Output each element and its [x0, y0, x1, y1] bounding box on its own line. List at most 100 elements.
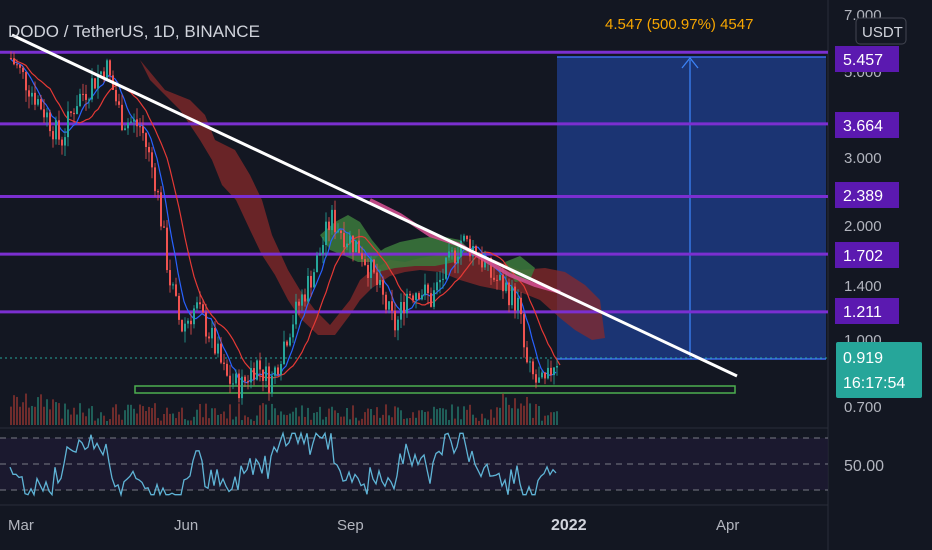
- candle-body: [160, 192, 162, 227]
- candle-body: [151, 152, 153, 168]
- candle-body: [445, 257, 447, 279]
- candle-body: [187, 320, 189, 324]
- time-tick-sep: Sep: [337, 517, 364, 534]
- volume-bar: [85, 416, 87, 425]
- volume-bar: [328, 408, 330, 425]
- volume-bar: [385, 404, 387, 425]
- candle-body: [46, 112, 48, 118]
- candle-body: [451, 250, 453, 252]
- volume-bars: [10, 393, 558, 425]
- volume-bar: [319, 406, 321, 425]
- candle-body: [535, 374, 537, 383]
- candle-body: [433, 290, 435, 307]
- volume-bar: [511, 408, 513, 425]
- volume-bar: [430, 418, 432, 425]
- support-zone-box[interactable]: [134, 385, 736, 394]
- candle-body: [484, 260, 486, 268]
- volume-bar: [283, 414, 285, 425]
- volume-bar: [172, 413, 174, 425]
- red-moving-average: [13, 57, 561, 379]
- volume-bar: [76, 414, 78, 425]
- volume-bar: [13, 395, 15, 425]
- candle-body: [466, 235, 468, 240]
- volume-bar: [70, 414, 72, 425]
- candle-body: [490, 257, 492, 278]
- candle-body: [58, 120, 60, 140]
- volume-bar: [61, 418, 63, 425]
- currency-badge[interactable]: [855, 17, 907, 45]
- level-badge: [835, 242, 899, 268]
- candle-body: [361, 253, 363, 260]
- candle-body: [124, 128, 126, 131]
- volume-bar: [181, 407, 183, 425]
- candle-body: [139, 126, 141, 128]
- volume-bar: [538, 406, 540, 425]
- volume-bar: [157, 417, 159, 425]
- descending-trendline[interactable]: [11, 33, 738, 378]
- candle-body: [166, 227, 168, 271]
- volume-bar: [226, 418, 228, 425]
- volume-bar: [187, 420, 189, 425]
- candle-body: [394, 310, 396, 331]
- candle-body: [193, 308, 195, 325]
- volume-bar: [439, 408, 441, 425]
- volume-bar: [163, 413, 165, 425]
- volume-bar: [553, 412, 555, 425]
- volume-bar: [223, 411, 225, 425]
- candle-body: [541, 372, 543, 378]
- candle-body: [52, 131, 54, 140]
- volume-bar: [367, 408, 369, 425]
- volume-bar: [256, 415, 258, 425]
- volume-bar: [475, 417, 477, 425]
- candle-body: [382, 279, 384, 295]
- volume-bar: [79, 403, 81, 425]
- volume-bar: [142, 406, 144, 425]
- volume-bar: [100, 412, 102, 425]
- volume-bar: [412, 412, 414, 425]
- current-price-badge: [836, 342, 922, 398]
- candle-body: [328, 221, 330, 231]
- volume-bar: [331, 406, 333, 425]
- candle-body: [94, 78, 96, 89]
- candle-body: [496, 279, 498, 281]
- candle-body: [97, 74, 99, 89]
- candle-body: [442, 278, 444, 280]
- candle-body: [538, 377, 540, 383]
- volume-bar: [292, 411, 294, 425]
- volume-bar: [556, 411, 558, 425]
- volume-bar: [298, 416, 300, 425]
- candle-body: [70, 111, 72, 113]
- volume-bar: [361, 418, 363, 425]
- price-tick: 0.700: [844, 399, 882, 416]
- candle-body: [526, 347, 528, 363]
- volume-bar: [214, 408, 216, 425]
- volume-bar: [229, 404, 231, 425]
- candle-body: [241, 376, 243, 399]
- candle-body: [289, 337, 291, 346]
- candle-body: [379, 279, 381, 285]
- candle-body: [67, 111, 69, 138]
- candle-body: [145, 133, 147, 147]
- candle-body: [238, 373, 240, 399]
- candle-body: [40, 99, 42, 110]
- volume-bar: [97, 418, 99, 425]
- price-tick: 1.400: [844, 278, 882, 295]
- level-badge: [835, 112, 899, 138]
- candle-body: [520, 297, 522, 315]
- candle-body: [178, 295, 180, 320]
- red-cloud: [140, 60, 605, 340]
- volume-bar: [382, 414, 384, 425]
- price-tick: 2.000: [844, 218, 882, 235]
- volume-bar: [502, 393, 504, 425]
- candle-body: [226, 363, 228, 376]
- volume-bar: [301, 405, 303, 425]
- volume-bar: [124, 410, 126, 425]
- volume-bar: [415, 417, 417, 425]
- volume-bar: [52, 399, 54, 425]
- candle-body: [130, 121, 132, 123]
- volume-bar: [160, 420, 162, 425]
- candle-body: [502, 274, 504, 292]
- candle-body: [196, 302, 198, 309]
- volume-bar: [235, 416, 237, 425]
- projection-box[interactable]: [557, 57, 826, 359]
